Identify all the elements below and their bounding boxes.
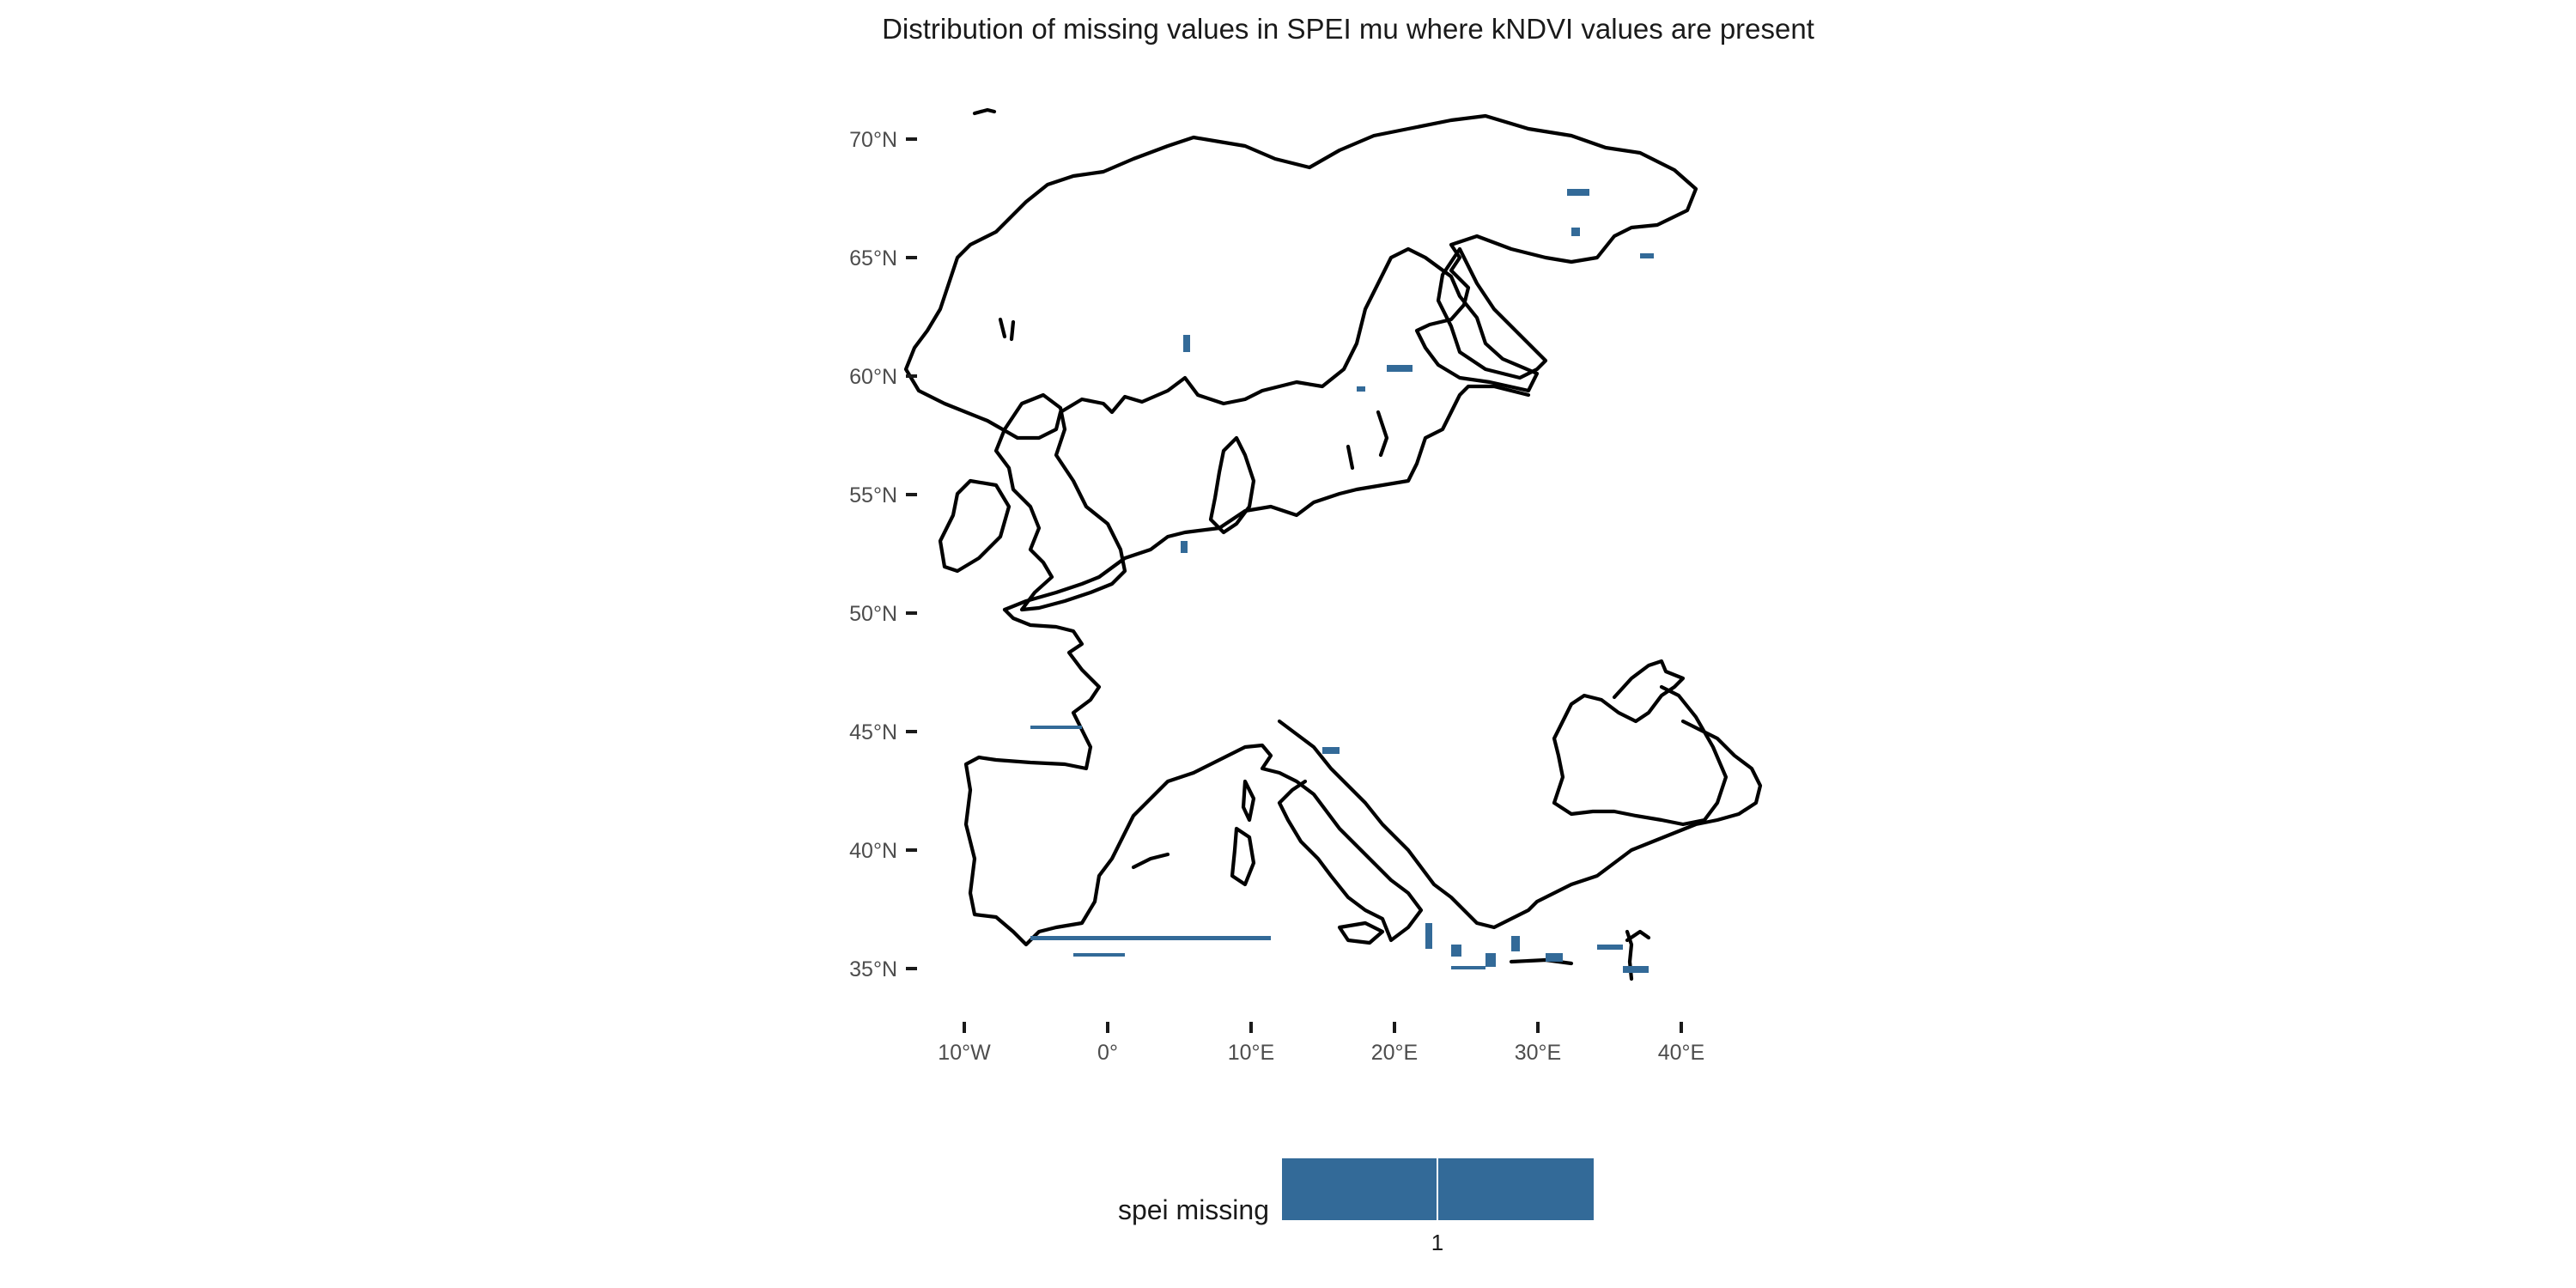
missing-cell (1597, 945, 1623, 950)
x-tick-label: 30°E (1515, 1041, 1561, 1065)
missing-cell (1322, 747, 1340, 754)
y-tick-label: 45°N (849, 720, 897, 744)
coast-shetland-2 (1009, 319, 1016, 342)
x-tick-label: 0° (1097, 1041, 1118, 1065)
coast-oland (1346, 444, 1355, 471)
missing-cell (1357, 386, 1365, 392)
missing-values-layer (1030, 189, 1654, 973)
coast-denmark (1208, 435, 1256, 535)
missing-cell (1425, 923, 1432, 949)
missing-cell (1030, 936, 1271, 940)
coast-med-north (1191, 743, 1424, 943)
missing-cell (1640, 253, 1654, 258)
y-tick-label: 65°N (849, 246, 897, 270)
coast-adriatic (1277, 719, 1763, 930)
y-tick-label: 60°N (849, 365, 897, 389)
map-title: Distribution of missing values in SPEI m… (882, 13, 1814, 45)
coast-sicily (1337, 920, 1385, 945)
missing-cell (1451, 966, 1485, 969)
missing-cell (1546, 953, 1563, 962)
y-tick-label: 55°N (849, 483, 897, 507)
missing-cell (1181, 541, 1188, 553)
coast-scandinavia (903, 113, 1698, 440)
coast-great-britain (993, 392, 1127, 612)
coast-balearics (1131, 852, 1170, 870)
x-tick-label: 10°E (1228, 1041, 1274, 1065)
coastlines (903, 107, 1763, 981)
x-tick-label: 10°W (938, 1041, 991, 1065)
y-tick-label: 50°N (849, 602, 897, 626)
x-tick-label: 20°E (1371, 1041, 1418, 1065)
coast-sardinia (1230, 826, 1256, 887)
coast-continent-north (1002, 384, 1531, 612)
missing-cell (1623, 966, 1649, 973)
y-tick-label: 35°N (849, 957, 897, 981)
x-axis: 10°W 0° 10°E 20°E 30°E 40°E (938, 1022, 1704, 1065)
coast-black-sea (1552, 659, 1686, 805)
missing-cell (1451, 945, 1461, 957)
missing-cell (1567, 189, 1589, 196)
missing-cell (1073, 953, 1125, 957)
coast-cyprus (1625, 929, 1651, 943)
y-tick-label: 70°N (849, 128, 897, 152)
missing-cell (1571, 228, 1580, 236)
coast-black-sea-east (1552, 684, 1728, 827)
legend-label: 1 (1431, 1230, 1443, 1255)
missing-cell (1485, 953, 1496, 967)
x-tick-label: 40°E (1658, 1041, 1704, 1065)
coast-shetland (998, 317, 1007, 339)
legend: spei missing 1 (1118, 1158, 1594, 1255)
y-tick-label: 40°N (849, 839, 897, 863)
y-axis: 70°N 65°N 60°N 55°N 50°N 45°N 40°N 35°N (849, 128, 917, 981)
missing-cell (1030, 726, 1082, 729)
coast-ireland (938, 478, 1012, 574)
missing-cell (1387, 365, 1413, 372)
coast-atlantic (963, 607, 1196, 947)
map-panel: 70°N 65°N 60°N 55°N 50°N 45°N 40°N 35°N … (849, 107, 1763, 1065)
legend-title: spei missing (1118, 1194, 1269, 1225)
coast-finland (1436, 246, 1548, 380)
coast-gotland (1376, 410, 1389, 458)
missing-cell (1183, 335, 1190, 352)
coast-corsica (1241, 779, 1256, 823)
coast-small-island (972, 107, 997, 116)
missing-cell (1511, 936, 1520, 951)
